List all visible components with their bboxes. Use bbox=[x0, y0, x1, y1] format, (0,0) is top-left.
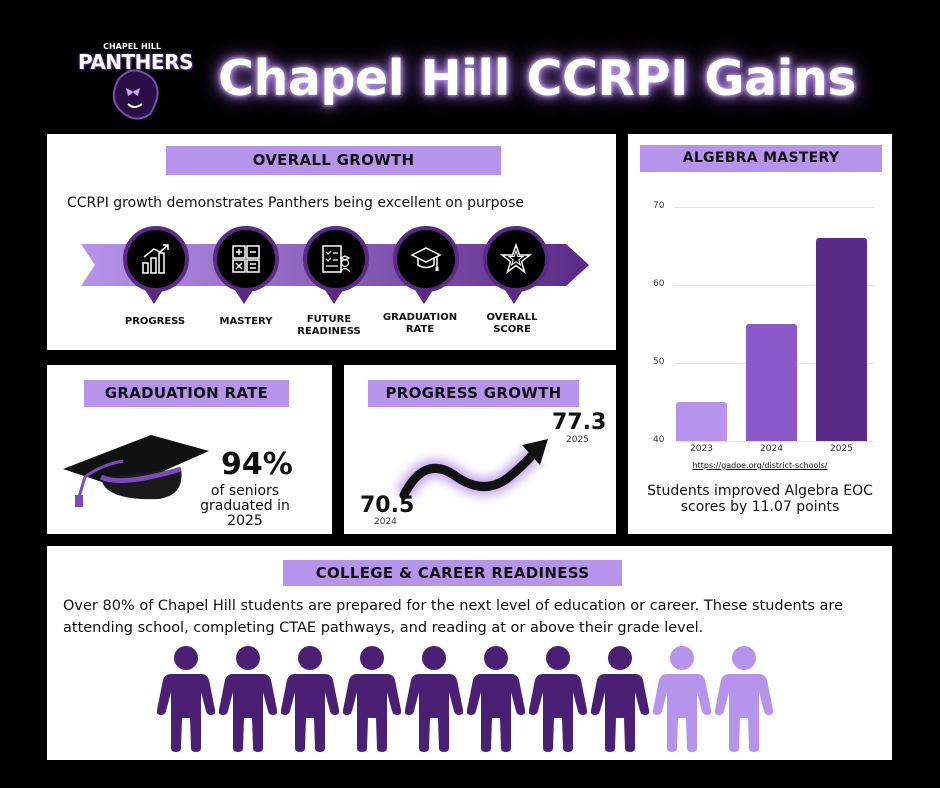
bar-2025 bbox=[816, 238, 867, 441]
college-career-readiness-heading: COLLEGE & CAREER READINESS bbox=[283, 560, 622, 586]
calculator-icon bbox=[232, 245, 260, 273]
star-icon bbox=[500, 243, 532, 274]
y-tick-70: 70 bbox=[653, 201, 665, 211]
college-career-readiness-panel: COLLEGE & CAREER READINESS Over 80% of C… bbox=[47, 546, 892, 760]
person-icon bbox=[156, 644, 216, 756]
progress-growth-heading: PROGRESS GROWTH bbox=[368, 380, 579, 407]
person-icon bbox=[280, 644, 340, 756]
graduation-rate-heading: GRADUATION RATE bbox=[84, 380, 289, 407]
x-tick-2023: 2023 bbox=[690, 444, 713, 454]
progress-end-value: 77.3 bbox=[552, 410, 607, 435]
y-tick-60: 60 bbox=[653, 279, 665, 289]
y-tick-40: 40 bbox=[653, 435, 665, 445]
overall-score-pin-tail bbox=[505, 290, 523, 304]
x-tick-2024: 2024 bbox=[760, 444, 783, 454]
person-icon bbox=[466, 644, 526, 756]
y-tick-50: 50 bbox=[653, 357, 665, 367]
future-readiness-pin bbox=[303, 226, 369, 292]
algebra-mastery-panel: ALGEBRA MASTERY 70 60 50 40 2023 2024 20… bbox=[628, 134, 892, 534]
person-icon bbox=[218, 644, 278, 756]
panthers-logo: CHAPEL HILL PANTHERS bbox=[78, 40, 193, 124]
progress-pin-tail bbox=[145, 290, 163, 304]
progress-end-year: 2025 bbox=[566, 435, 589, 445]
person-icon bbox=[528, 644, 588, 756]
bar-chart-arrow-icon bbox=[142, 244, 169, 274]
person-icon bbox=[652, 644, 712, 756]
step-label-graduation-rate: GRADUATION RATE bbox=[382, 312, 458, 335]
step-label-overall-score: OVERALL SCORE bbox=[486, 312, 538, 335]
overall-growth-panel: OVERALL GROWTH CCRPI growth demonstrates… bbox=[47, 134, 616, 350]
algebra-caption: Students improved Algebra EOC scores by … bbox=[647, 483, 873, 515]
bar-2023 bbox=[676, 402, 727, 441]
progress-start-value: 70.5 bbox=[360, 493, 415, 518]
logo-subtext: CHAPEL HILL bbox=[103, 42, 161, 51]
growth-curve-arrow bbox=[395, 439, 548, 500]
overall-growth-description: CCRPI growth demonstrates Panthers being… bbox=[67, 195, 525, 211]
graduation-cap-icon bbox=[63, 435, 209, 507]
progress-start-year: 2024 bbox=[374, 517, 397, 527]
graduation-caption-line2: graduated in bbox=[200, 498, 290, 514]
step-label-mastery: MASTERY bbox=[219, 316, 273, 327]
x-tick-2025: 2025 bbox=[830, 444, 853, 454]
gridline-70 bbox=[674, 207, 874, 208]
person-icon bbox=[404, 644, 464, 756]
person-icon bbox=[342, 644, 402, 756]
step-label-progress: PROGRESS bbox=[124, 316, 186, 327]
graduation-caption-line1: of seniors bbox=[210, 483, 280, 499]
logo-text: PANTHERS bbox=[78, 50, 193, 74]
gridline-40 bbox=[674, 441, 874, 442]
graduation-caption-line3: 2025 bbox=[227, 513, 263, 529]
source-link[interactable]: https://gadoe.org/district-schools/ bbox=[692, 461, 828, 470]
step-label-future-readiness: FUTURE READINESS bbox=[297, 314, 361, 337]
person-icon bbox=[714, 644, 774, 756]
checklist-graduate-icon bbox=[322, 245, 351, 273]
gridline-60 bbox=[674, 285, 874, 286]
person-icon bbox=[590, 644, 650, 756]
algebra-mastery-heading: ALGEBRA MASTERY bbox=[640, 145, 882, 172]
overall-score-pin bbox=[483, 226, 549, 292]
graduation-cap-icon bbox=[410, 247, 442, 271]
progress-pin bbox=[123, 226, 189, 292]
graduation-rate-panel: GRADUATION RATE 94% of seniors graduated… bbox=[47, 365, 332, 534]
readiness-description: Over 80% of Chapel Hill students are pre… bbox=[63, 598, 843, 636]
graduation-rate-pin-tail bbox=[415, 290, 433, 304]
future-readiness-pin-tail bbox=[325, 290, 343, 304]
page-title: Chapel Hill CCRPI Gains bbox=[218, 50, 857, 107]
graduation-rate-pin bbox=[393, 226, 459, 292]
progress-growth-panel: PROGRESS GROWTH 77.3 2025 70.5 2024 bbox=[344, 365, 616, 534]
mastery-pin-tail bbox=[235, 290, 253, 304]
bar-2024 bbox=[746, 324, 797, 441]
overall-growth-heading: OVERALL GROWTH bbox=[166, 146, 501, 175]
graduation-rate-value: 94% bbox=[221, 447, 293, 482]
mastery-pin bbox=[213, 226, 279, 292]
people-row bbox=[156, 644, 797, 752]
